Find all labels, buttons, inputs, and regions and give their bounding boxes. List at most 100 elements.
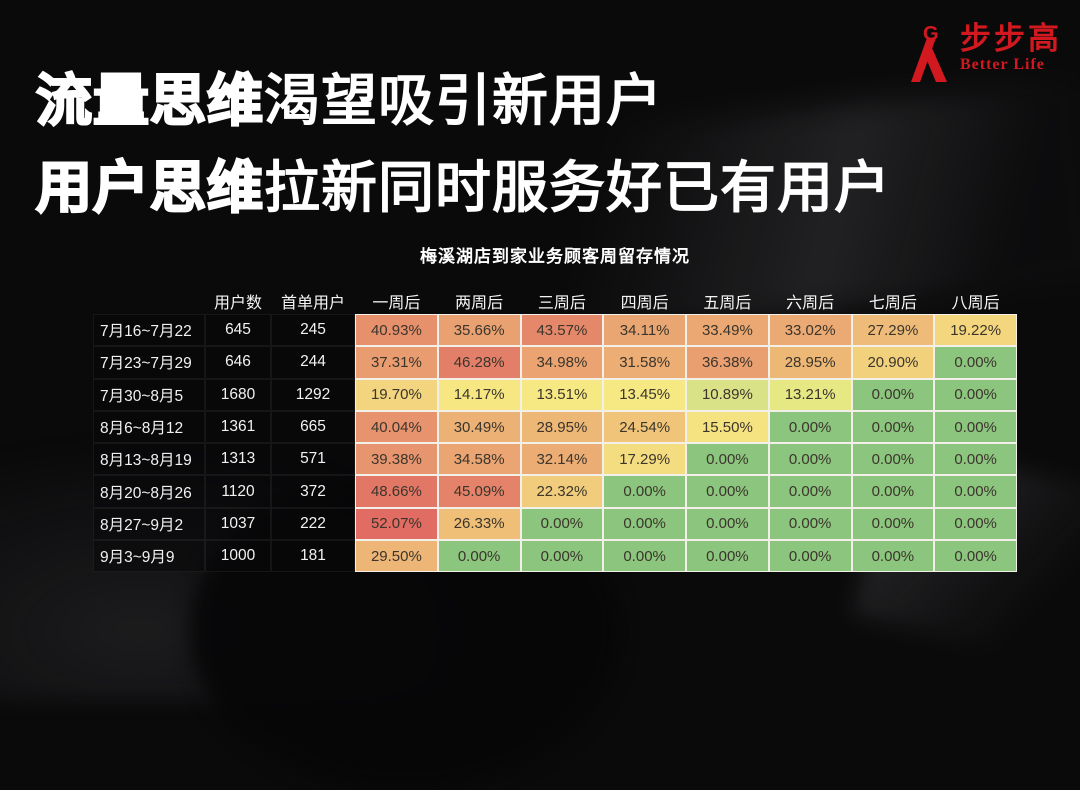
logo-right-leg (926, 48, 947, 82)
users-cell: 645 (205, 314, 271, 347)
users-cell: 1313 (205, 443, 271, 476)
retention-cell: 34.98% (520, 346, 604, 379)
retention-cell: 46.28% (437, 346, 521, 379)
retention-cell: 35.66% (437, 314, 521, 347)
retention-cell: 0.00% (851, 443, 935, 476)
row-period-cell: 7月23~7月29 (93, 346, 205, 379)
retention-cell: 36.38% (686, 346, 769, 379)
column-header: 首单用户 (280, 295, 345, 312)
bbk-logo-mark-icon: G (911, 23, 947, 82)
retention-cell: 0.00% (768, 475, 852, 508)
retention-cell: 13.45% (603, 378, 686, 411)
headline-line2-rest: 拉新同时服务好已有用户 (264, 156, 891, 219)
users-cell: 1037 (205, 507, 271, 541)
logo-text: 步步高 Better Life (960, 22, 1062, 74)
corner-cell (93, 288, 205, 314)
row-period-cell: 8月27~9月2 (93, 507, 205, 541)
retention-cell: 15.50% (686, 410, 769, 444)
retention-cell: 0.00% (686, 443, 769, 476)
retention-cell: 28.95% (520, 410, 604, 444)
users-cell: 1120 (205, 475, 271, 508)
retention-cell: 0.00% (520, 540, 604, 573)
first-order-users-cell: 372 (271, 475, 355, 508)
retention-cell: 19.70% (355, 378, 438, 411)
row-period-cell: 8月6~8月12 (93, 410, 205, 444)
retention-cell: 27.29% (851, 314, 935, 347)
retention-cell: 20.90% (851, 346, 935, 379)
logo-tagline: Better Life (960, 56, 1045, 73)
retention-cell: 13.21% (768, 378, 852, 411)
row-period-cell: 7月16~7月22 (93, 314, 205, 347)
users-cell: 646 (205, 346, 271, 379)
retention-cell: 0.00% (686, 475, 769, 508)
retention-cell: 0.00% (768, 540, 852, 573)
retention-cell: 40.04% (355, 410, 438, 444)
retention-cell: 0.00% (934, 475, 1017, 508)
retention-table: 梅溪湖店到家业务顾客周留存情况 用户数 首单用户 一周后 两周后 三周后 四周后 五周后 六周… (93, 242, 1017, 573)
retention-cell: 29.50% (355, 540, 438, 573)
row-period-cell: 8月20~8月26 (93, 475, 205, 508)
column-header: 五周后 (703, 295, 752, 312)
row-period-cell: 9月3~9月9 (93, 540, 205, 573)
retention-cell: 13.51% (520, 378, 604, 411)
retention-cell: 26.33% (437, 507, 521, 541)
first-order-users-cell: 181 (271, 540, 355, 573)
retention-cell: 33.49% (686, 314, 769, 347)
retention-cell: 0.00% (437, 540, 521, 573)
column-header: 三周后 (537, 295, 586, 312)
retention-cell: 34.11% (603, 314, 686, 347)
retention-cell: 0.00% (686, 507, 769, 541)
retention-cell: 0.00% (934, 410, 1017, 444)
retention-cell: 0.00% (851, 540, 935, 573)
retention-cell: 39.38% (355, 443, 438, 476)
first-order-users-cell: 571 (271, 443, 355, 476)
retention-cell: 19.22% (934, 314, 1017, 347)
headline-line1-strong: 流量思维 (35, 68, 264, 133)
users-cell: 1361 (205, 410, 271, 444)
retention-cell: 14.17% (437, 378, 521, 411)
headline-line1-rest: 渴望吸引新用户 (264, 69, 663, 132)
logo-left-leg (911, 38, 936, 82)
headline-line2: 用户思维拉新同时服务好已有用户 (35, 144, 891, 231)
retention-grid: 用户数 首单用户 一周后 两周后 三周后 四周后 五周后 六周后 七周后 八周后 7月16~7月22… (93, 288, 1017, 573)
bbk-logo: G 步步高 Better Life (899, 22, 1062, 84)
retention-cell: 33.02% (768, 314, 852, 347)
first-order-users-cell: 222 (271, 507, 355, 541)
users-cell: 1680 (205, 378, 271, 411)
row-period-cell: 8月13~8月19 (93, 443, 205, 476)
first-order-users-cell: 244 (271, 346, 355, 379)
retention-cell: 48.66% (355, 475, 438, 508)
retention-cell: 0.00% (934, 443, 1017, 476)
retention-cell: 0.00% (603, 475, 686, 508)
retention-cell: 22.32% (520, 475, 604, 508)
retention-cell: 43.57% (520, 314, 604, 347)
column-header: 八周后 (951, 295, 1000, 312)
retention-cell: 0.00% (934, 507, 1017, 541)
retention-cell: 0.00% (603, 507, 686, 541)
retention-cell: 17.29% (603, 443, 686, 476)
retention-cell: 0.00% (934, 378, 1017, 411)
table-title: 梅溪湖店到家业务顾客周留存情况 (420, 247, 690, 266)
users-cell: 1000 (205, 540, 271, 573)
row-period-cell: 7月30~8月5 (93, 378, 205, 411)
column-header: 一周后 (372, 295, 421, 312)
first-order-users-cell: 665 (271, 410, 355, 444)
column-header: 用户数 (213, 295, 262, 312)
retention-cell: 0.00% (768, 410, 852, 444)
retention-cell: 30.49% (437, 410, 521, 444)
first-order-users-cell: 245 (271, 314, 355, 347)
column-header: 四周后 (620, 295, 669, 312)
retention-cell: 10.89% (686, 378, 769, 411)
column-header: 两周后 (455, 295, 504, 312)
retention-cell: 31.58% (603, 346, 686, 379)
retention-cell: 34.58% (437, 443, 521, 476)
retention-cell: 52.07% (355, 507, 438, 541)
retention-cell: 0.00% (686, 540, 769, 573)
retention-cell: 0.00% (851, 475, 935, 508)
retention-cell: 32.14% (520, 443, 604, 476)
retention-cell: 0.00% (603, 540, 686, 573)
retention-cell: 0.00% (851, 378, 935, 411)
headline-line2-strong: 用户思维 (35, 155, 264, 220)
headline: 流量思维渴望吸引新用户 用户思维拉新同时服务好已有用户 (35, 57, 891, 231)
retention-cell: 0.00% (520, 507, 604, 541)
